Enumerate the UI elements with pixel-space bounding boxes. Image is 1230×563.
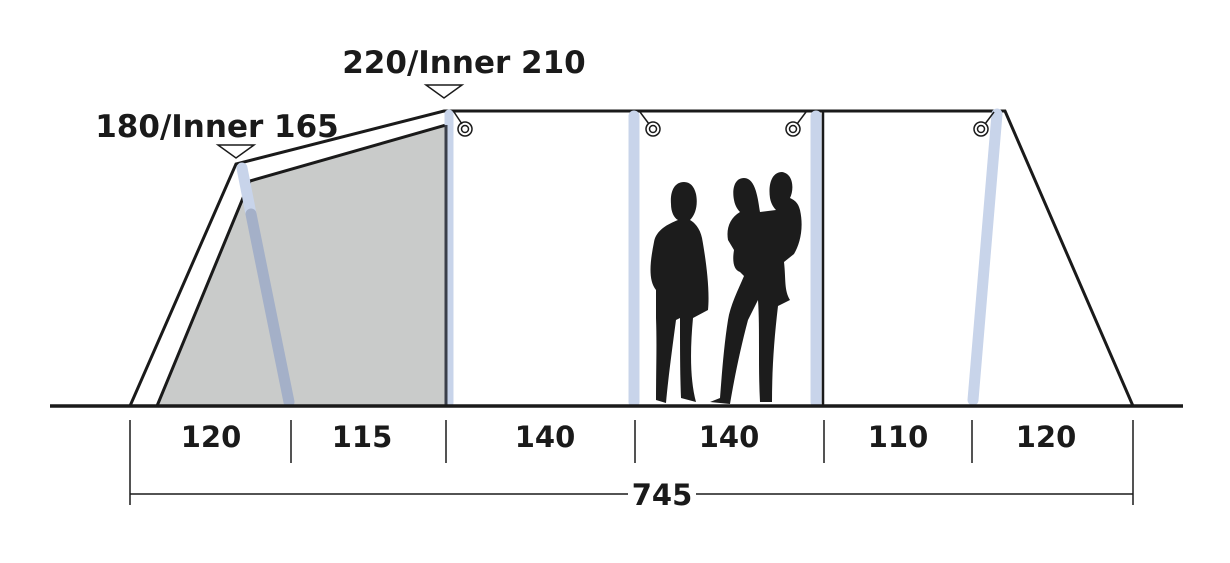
hook-icon bbox=[785, 111, 807, 137]
main-height-label: 220/Inner 210 bbox=[342, 45, 586, 81]
section-length-label: 120 bbox=[1016, 420, 1077, 454]
section-length-label: 140 bbox=[515, 420, 576, 454]
hook-icon bbox=[973, 111, 995, 137]
section-length-label: 115 bbox=[332, 420, 393, 454]
section-length-label: 140 bbox=[699, 420, 760, 454]
section-length-label: 110 bbox=[868, 420, 929, 454]
height-marker-main-icon bbox=[423, 84, 465, 99]
total-length-label: 745 bbox=[632, 478, 693, 512]
air-poles bbox=[236, 108, 1003, 408]
hook-icon bbox=[639, 111, 661, 137]
people-silhouettes bbox=[650, 172, 802, 404]
air-pole bbox=[245, 208, 295, 408]
adult-with-child-silhouette bbox=[710, 172, 802, 404]
air-pole bbox=[967, 108, 1003, 406]
adult-silhouette bbox=[650, 182, 709, 403]
total-label-background bbox=[628, 474, 696, 512]
height-marker-front-icon bbox=[215, 144, 257, 159]
front-height-label: 180/Inner 165 bbox=[95, 109, 339, 145]
air-pole bbox=[236, 162, 257, 220]
hooks bbox=[453, 111, 995, 137]
section-length-label: 120 bbox=[181, 420, 242, 454]
hook-icon bbox=[453, 111, 473, 137]
